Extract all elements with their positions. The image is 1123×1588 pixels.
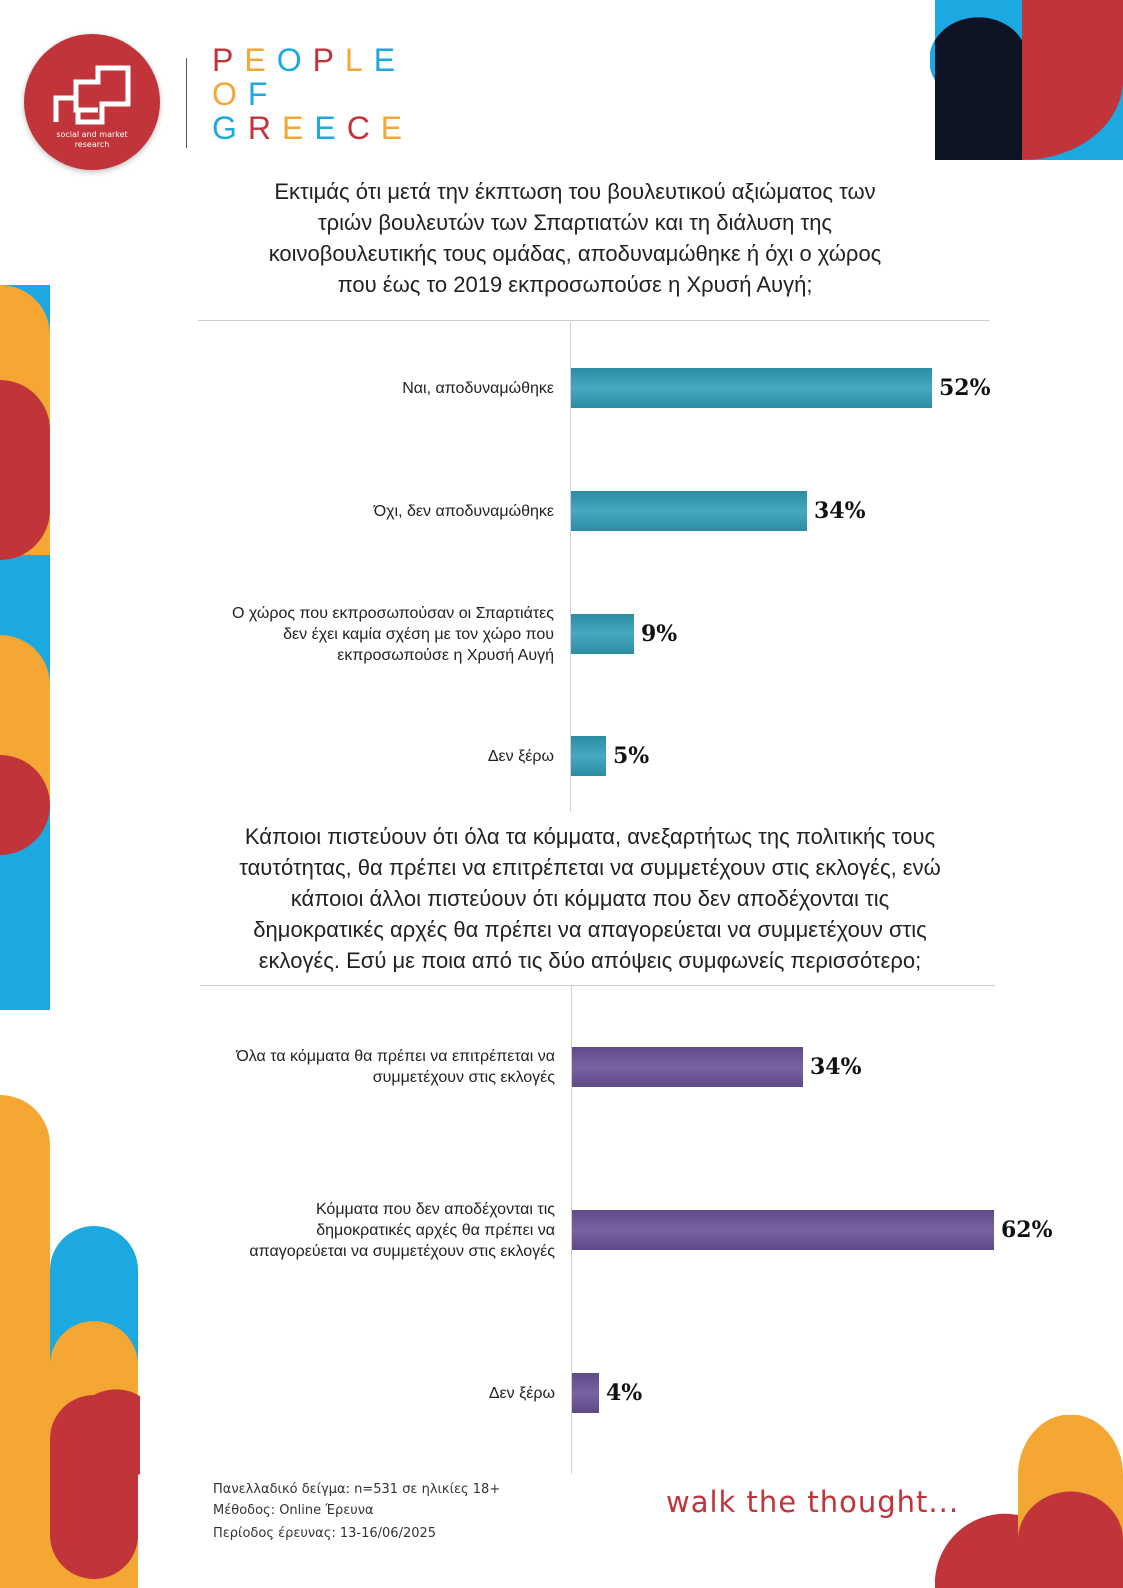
chart-1-axis xyxy=(570,322,571,812)
brand-word: PEOPLE xyxy=(212,42,406,78)
brand-letter: E xyxy=(282,110,315,146)
bar xyxy=(572,1047,803,1087)
brand-letter: E xyxy=(380,110,414,146)
category-label-line: απαγορεύεται να συμμετέχουν στις εκλογές xyxy=(249,1242,555,1260)
value-label: 52% xyxy=(939,375,991,401)
brand-letter: E xyxy=(314,110,347,146)
chart-2-axis xyxy=(571,986,572,1474)
value-label: 4% xyxy=(606,1380,643,1406)
bar xyxy=(571,736,606,776)
value-label: 62% xyxy=(1001,1217,1053,1243)
chart-1-title-line: Εκτιμάς ότι μετά την έκπτωση του βουλευτ… xyxy=(274,179,876,204)
bar xyxy=(572,1210,994,1250)
brand-line-2: OF xyxy=(212,76,278,112)
chart-2-title-line: Κάποιοι πιστεύουν ότι όλα τα κόμματα, αν… xyxy=(244,824,936,849)
brand-letter: O xyxy=(212,76,248,112)
chart-1-title: Εκτιμάς ότι μετά την έκπτωση του βουλευτ… xyxy=(180,176,970,300)
bar xyxy=(571,491,807,531)
chart-1-title-line: που έως το 2019 εκπροσωπούσε η Χρυσή Αυγ… xyxy=(337,272,813,297)
brand-letter: E xyxy=(373,42,407,78)
brand-letter: C xyxy=(346,110,381,146)
category-label: Ναι, αποδυναμώθηκε xyxy=(114,348,554,428)
logo-divider xyxy=(186,58,187,148)
category-label-line: Ο χώρος που εκπροσωπούσαν οι Σπαρτιάτες xyxy=(231,604,554,622)
category-label-line: Ναι, αποδυναμώθηκε xyxy=(402,379,554,397)
brand-letter: F xyxy=(247,76,279,112)
chart-2-title-line: ταυτότητας, θα πρέπει να επιτρέπεται να … xyxy=(239,855,941,880)
chart-2-title-line: δημοκρατικές αρχές θα πρέπει να απαγορεύ… xyxy=(253,917,927,942)
logo-subtitle: social and market research xyxy=(56,130,128,149)
brand-letter: P xyxy=(312,42,345,78)
category-label-line: εκπροσωπούσε η Χρυσή Αυγή xyxy=(337,646,554,664)
bar xyxy=(571,368,932,408)
category-label-line: Όλα τα κόμματα θα πρέπει να επιτρέπεται … xyxy=(236,1048,555,1065)
category-label-line: Δεν ξέρω xyxy=(488,1384,555,1402)
value-label: 5% xyxy=(613,743,650,769)
value-label: 34% xyxy=(814,498,866,524)
brand-letter: E xyxy=(244,42,277,78)
category-label-line: δημοκρατικές αρχές θα πρέπει να xyxy=(316,1221,555,1239)
chart-2-title-line: εκλογές. Εσύ με ποια από τις δύο απόψεις… xyxy=(258,948,922,973)
chart-2-title-line: κάποιοι άλλοι πιστεύουν ότι κόμματα που … xyxy=(290,886,890,911)
brand-letter: G xyxy=(212,110,248,146)
brand-letter: L xyxy=(344,42,374,78)
category-label: Ο χώρος που εκπροσωπούσαν οι Σπαρτιάτες δ… xyxy=(114,594,554,674)
value-label: 34% xyxy=(810,1054,862,1080)
category-label-line: Δεν ξέρω xyxy=(487,747,554,765)
value-label: 9% xyxy=(641,621,678,647)
category-label-line: δεν έχει καμία σχέση με τον χώρο που xyxy=(283,625,554,643)
ssd-logo-icon xyxy=(53,65,131,125)
brand-word: GREECE xyxy=(212,110,413,146)
category-label: Όλα τα κόμματα θα πρέπει να επιτρέπεται … xyxy=(115,1027,555,1107)
decorative-bottom-left xyxy=(0,1095,140,1588)
chart-2-title-rule xyxy=(200,985,995,986)
bar xyxy=(572,1373,599,1413)
bar xyxy=(571,614,634,654)
footer-period: Περίοδος έρευνας: 13-16/06/2025 xyxy=(213,1526,437,1541)
brand-line-3: GREECE xyxy=(212,110,413,146)
footer-sample: Πανελλαδικό δείγμα: n=531 σε ηλικίες 18+ xyxy=(213,1482,501,1497)
brand-word: OF xyxy=(212,76,278,112)
category-label: Όχι, δεν αποδυναμώθηκε xyxy=(114,471,554,551)
chart-1-title-line: τριών βουλευτών των Σπαρτιατών και τη δι… xyxy=(317,210,833,235)
brand-letter: R xyxy=(247,110,282,146)
tagline: walk the thought... xyxy=(666,1485,960,1519)
brand-letter: P xyxy=(212,42,245,78)
category-label: Δεν ξέρω xyxy=(114,716,554,796)
footer-method: Μέθοδος: Online Έρευνα xyxy=(213,1503,374,1518)
chart-1-title-rule xyxy=(198,320,990,321)
chart-2-title: Κάποιοι πιστεύουν ότι όλα τα κόμματα, αν… xyxy=(150,821,1030,976)
category-label-line: Κόμματα που δεν αποδέχονται τις xyxy=(315,1200,555,1218)
category-label-line: συμμετέχουν στις εκλογές xyxy=(372,1069,555,1086)
decorative-bottom-right xyxy=(935,1415,1123,1588)
chart-1-title-line: κοινοβουλευτικής τους ομάδας, αποδυναμώθ… xyxy=(268,241,882,266)
brand-line-1: PEOPLE xyxy=(212,42,406,78)
brand-letter: O xyxy=(276,42,313,78)
company-logo: social and market research xyxy=(24,34,160,170)
decorative-corner-top-right xyxy=(930,0,1123,160)
category-label: Κόμματα που δεν αποδέχονται τις δημοκρατι… xyxy=(115,1190,555,1270)
decorative-left-strip xyxy=(0,285,50,1010)
category-label: Δεν ξέρω xyxy=(115,1353,555,1433)
category-label-line: Όχι, δεν αποδυναμώθηκε xyxy=(373,502,554,520)
